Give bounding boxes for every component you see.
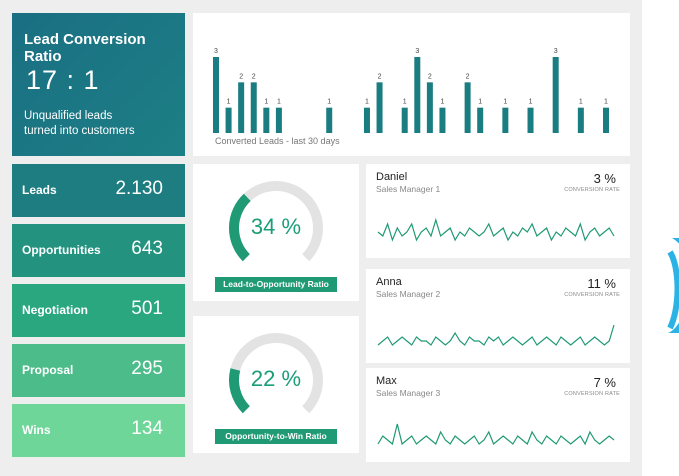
funnel-label: Wins bbox=[22, 423, 51, 437]
bar-value-label: 1 bbox=[327, 99, 331, 106]
conversion-rate-label: CONVERSION RATE bbox=[564, 187, 620, 193]
gauge-panel-lead-to-opportunity: 34 % Lead-to-Opportunity Ratio bbox=[193, 164, 359, 301]
bar[interactable] bbox=[426, 82, 433, 133]
funnel-label: Proposal bbox=[22, 363, 74, 377]
sales-card-anna[interactable]: Anna Sales Manager 2 11 % CONVERSION RAT… bbox=[366, 269, 630, 363]
funnel-value: 295 bbox=[131, 358, 163, 379]
sparkline-path bbox=[377, 217, 615, 242]
bar[interactable] bbox=[464, 82, 471, 133]
converted-leads-chart: 3 1 2 2 1 1 1 1 2 1 3 2 1 2 1 1 1 3 1 1 Converted Leads - l… bbox=[193, 13, 630, 156]
funnel-label: Negotiation bbox=[22, 303, 88, 317]
funnel-value: 501 bbox=[131, 298, 163, 319]
bar-value-label: 1 bbox=[579, 99, 583, 106]
funnel-tile-negotiation[interactable]: Negotiation 501 bbox=[12, 284, 185, 337]
gauge-value: 34 % bbox=[250, 214, 302, 239]
gauge-value: 22 % bbox=[250, 366, 302, 391]
bar[interactable] bbox=[225, 107, 232, 133]
person-role: Sales Manager 2 bbox=[376, 289, 441, 299]
chart-caption: Converted Leads - last 30 days bbox=[215, 136, 340, 146]
bar-value-label: 2 bbox=[252, 73, 256, 80]
funnel-value: 134 bbox=[131, 418, 163, 439]
bar-value-label: 2 bbox=[239, 73, 243, 80]
gauge-svg bbox=[229, 181, 323, 262]
kpi-desc-line2: turned into customers bbox=[24, 125, 135, 137]
bar[interactable] bbox=[363, 107, 370, 133]
sales-card-daniel[interactable]: Daniel Sales Manager 1 3 % CONVERSION RA… bbox=[366, 164, 630, 258]
bar-value-label: 1 bbox=[604, 99, 608, 106]
gauge-label-badge[interactable]: Opportunity-to-Win Ratio bbox=[215, 429, 337, 444]
kpi-desc-line1: Unqualified leads bbox=[24, 110, 113, 122]
person-name: Max bbox=[376, 375, 397, 387]
person-name: Anna bbox=[376, 276, 402, 288]
bar[interactable] bbox=[603, 107, 609, 133]
conversion-rate-label: CONVERSION RATE bbox=[564, 292, 620, 298]
funnel-label: Leads bbox=[22, 183, 57, 197]
bar-value-label: 1 bbox=[264, 99, 268, 106]
bar[interactable] bbox=[238, 82, 245, 133]
bar[interactable] bbox=[401, 107, 408, 133]
kpi-description: Unqualified leads turned into customers bbox=[24, 109, 135, 139]
kpi-title: Lead Conversion Ratio bbox=[24, 31, 146, 65]
lead-conversion-kpi-card: Lead Conversion Ratio 17 : 1 Unqualified… bbox=[12, 13, 185, 156]
conversion-rate-value: 11 % bbox=[587, 276, 616, 291]
bar[interactable] bbox=[414, 57, 421, 133]
bar[interactable] bbox=[275, 107, 282, 133]
sparkline-path bbox=[377, 423, 615, 446]
bar[interactable] bbox=[552, 57, 559, 133]
bar-value-label: 3 bbox=[214, 48, 218, 55]
funnel-tile-opportunities[interactable]: Opportunities 643 bbox=[12, 224, 185, 277]
sparkline bbox=[377, 423, 615, 446]
sales-card-max[interactable]: Max Sales Manager 3 7 % CONVERSION RATE bbox=[366, 368, 630, 462]
bar[interactable] bbox=[527, 107, 534, 133]
funnel-label: Opportunities bbox=[22, 243, 101, 257]
bar[interactable] bbox=[213, 57, 219, 133]
bar[interactable] bbox=[263, 107, 270, 133]
bar-value-label: 2 bbox=[428, 73, 432, 80]
gauge-fill bbox=[229, 193, 251, 262]
sparkline bbox=[377, 217, 615, 242]
funnel-tile-wins[interactable]: Wins 134 bbox=[12, 404, 185, 457]
bar-value-label: 2 bbox=[466, 73, 470, 80]
bar[interactable] bbox=[250, 82, 257, 133]
gauge-fill bbox=[229, 368, 251, 414]
funnel-value: 2.130 bbox=[115, 178, 163, 199]
bar[interactable] bbox=[477, 107, 484, 133]
bar-value-label: 1 bbox=[478, 99, 482, 106]
person-name: Daniel bbox=[376, 171, 408, 183]
dashboard: Lead Conversion Ratio 17 : 1 Unqualified… bbox=[0, 0, 642, 476]
gauge-svg bbox=[229, 333, 323, 414]
conversion-rate-value: 3 % bbox=[593, 171, 616, 186]
bar-value-label: 1 bbox=[440, 99, 444, 106]
sparkline bbox=[377, 324, 615, 346]
kpi-ratio: 17 : 1 bbox=[26, 65, 100, 95]
funnel-value: 643 bbox=[131, 238, 163, 259]
bar[interactable] bbox=[577, 107, 584, 133]
bar-value-label: 3 bbox=[415, 48, 419, 55]
bar-value-label: 2 bbox=[378, 73, 382, 80]
bar-value-label: 1 bbox=[529, 99, 533, 106]
bar[interactable] bbox=[439, 107, 446, 133]
bar-value-label: 1 bbox=[403, 99, 407, 106]
bar-value-label: 1 bbox=[365, 99, 369, 106]
decorative-shape bbox=[667, 238, 679, 333]
sparkline-path bbox=[377, 324, 615, 346]
bar[interactable] bbox=[326, 107, 333, 133]
conversion-rate-label: CONVERSION RATE bbox=[564, 391, 620, 397]
funnel-tile-leads[interactable]: Leads 2.130 bbox=[12, 164, 185, 217]
bar[interactable] bbox=[376, 82, 383, 133]
bar-value-label: 1 bbox=[503, 99, 507, 106]
gauge-label-badge[interactable]: Lead-to-Opportunity Ratio bbox=[215, 277, 337, 292]
bar-chart-svg: 3 1 2 2 1 1 1 1 2 1 3 2 1 2 1 1 1 3 1 1 bbox=[213, 48, 609, 133]
bar-value-label: 1 bbox=[277, 99, 281, 106]
conversion-rate-value: 7 % bbox=[593, 375, 616, 390]
person-role: Sales Manager 1 bbox=[376, 184, 441, 194]
bar[interactable] bbox=[502, 107, 509, 133]
bar-value-label: 3 bbox=[554, 48, 558, 55]
bar-value-label: 1 bbox=[227, 99, 231, 106]
person-role: Sales Manager 3 bbox=[376, 388, 441, 398]
gauge-panel-opportunity-to-win: 22 % Opportunity-to-Win Ratio bbox=[193, 316, 359, 453]
funnel-tile-proposal[interactable]: Proposal 295 bbox=[12, 344, 185, 397]
